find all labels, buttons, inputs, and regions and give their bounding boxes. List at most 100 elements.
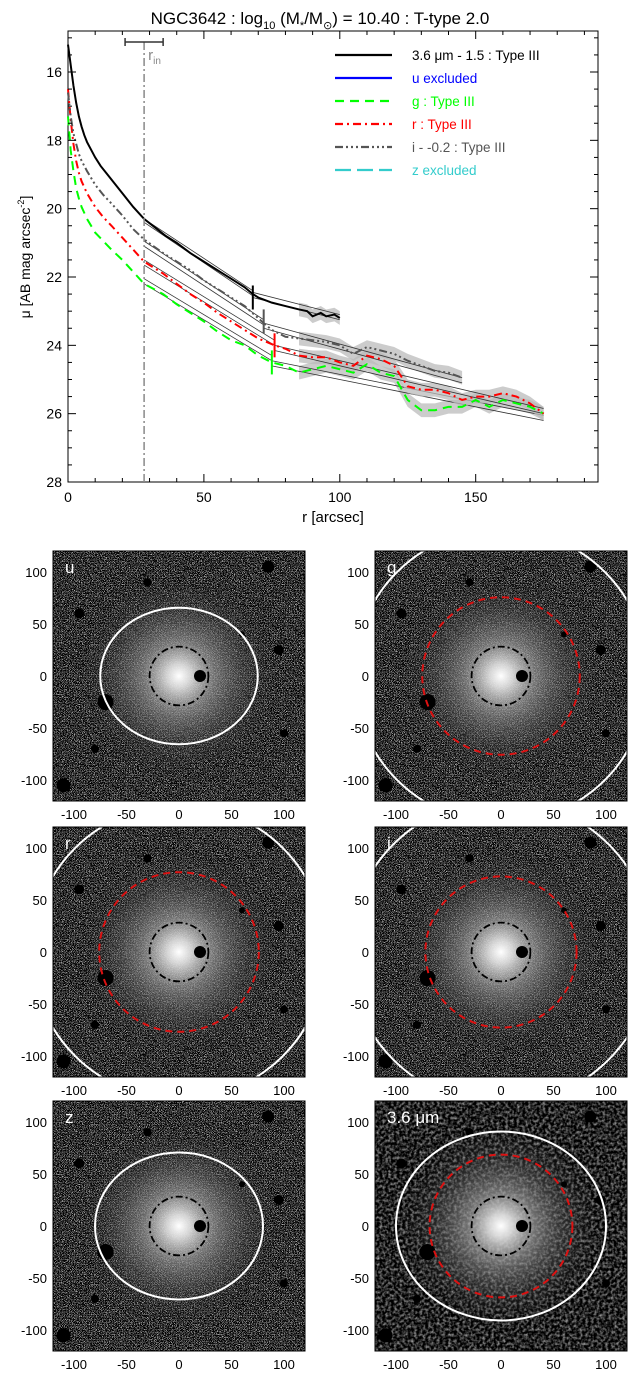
chart-title: NGC3642 : log10 (M*/M⊙) = 10.40 : T-type…	[151, 9, 490, 32]
legend-label: r : Type III	[412, 117, 472, 132]
masked-star	[413, 744, 421, 753]
galaxy-glow	[79, 576, 279, 776]
panel-y-tick-label: -100	[21, 1049, 47, 1064]
break-markers-layer	[251, 285, 276, 375]
legend-label: 3.6 μm - 1.5 : Type III	[412, 48, 540, 63]
masked-star	[143, 1128, 152, 1137]
break-circle	[98, 871, 260, 1033]
y-tick-label: 18	[46, 132, 62, 148]
y-axis-label: μ [AB mag arcsec-2]	[16, 196, 33, 319]
panel-label: u	[65, 558, 74, 577]
masked-star	[584, 1110, 597, 1123]
panel-y-tick-label: -100	[343, 1049, 369, 1064]
panel-y-tick-label: 100	[347, 841, 369, 856]
panel-x-tick-label: 50	[546, 1083, 560, 1098]
masked-star	[143, 578, 152, 587]
panel-label: 3.6 μm	[387, 1108, 439, 1127]
panel-x-tick-label: 0	[175, 807, 182, 822]
masked-star	[143, 854, 152, 863]
panel-y-tick-label: 100	[25, 841, 47, 856]
y-axis-ticks: 16 18 20 22 24 26 28	[46, 37, 598, 490]
panel-frame	[374, 826, 628, 1078]
masked-star	[516, 670, 528, 682]
legend-label: i - -0.2 : Type III	[412, 140, 506, 155]
panel-y-tick-label: 50	[355, 617, 369, 632]
x-axis-ticks: 0 50 100 150	[64, 31, 585, 505]
x-tick-label: 150	[464, 489, 488, 505]
panel-x-tick-label: 50	[224, 807, 238, 822]
masked-star	[516, 946, 528, 958]
masked-star	[74, 1158, 85, 1169]
panel-y-tick-label: 50	[355, 1167, 369, 1182]
rin-circle	[470, 1195, 532, 1257]
panel-x-tick-label: -50	[117, 1083, 136, 1098]
break-circle	[428, 1153, 574, 1299]
error-band	[299, 357, 544, 421]
masked-star	[91, 1294, 99, 1303]
y-tick-label: 26	[46, 406, 62, 422]
panel-x-tick-label: 0	[497, 1357, 504, 1372]
panel-x-tick-label: 100	[273, 1083, 295, 1098]
fit-line	[271, 365, 544, 421]
panel-y-tick-label: -50	[350, 721, 369, 736]
panel-x-tick-label: -50	[439, 807, 458, 822]
image-panel: i -100 -100 -50 -50 0 0 50 50 100 100	[343, 826, 628, 1098]
rin-circle	[470, 921, 532, 983]
panel-x-tick-label: -100	[61, 807, 87, 822]
masked-star	[413, 1294, 421, 1303]
masked-star	[56, 1328, 71, 1343]
panel-y-tick-label: 0	[40, 1219, 47, 1234]
masked-star	[280, 1279, 288, 1288]
masked-star	[273, 1194, 284, 1205]
panel-y-tick-label: 50	[33, 1167, 47, 1182]
masked-star	[584, 836, 597, 849]
rin-circle	[148, 645, 210, 707]
masked-star	[561, 1181, 567, 1188]
rin-circle	[148, 921, 210, 983]
panel-frame	[52, 826, 306, 1078]
panel-x-tick-label: -100	[61, 1083, 87, 1098]
masked-star	[56, 778, 71, 793]
panel-y-tick-label: -50	[350, 1271, 369, 1286]
masked-star	[595, 920, 606, 931]
panel-y-tick-label: 0	[362, 945, 369, 960]
y-tick-label: 16	[46, 64, 62, 80]
masked-star	[74, 884, 85, 895]
fit-lines-layer	[143, 218, 544, 421]
panel-x-tick-label: -100	[383, 1357, 409, 1372]
panel-x-tick-label: 50	[224, 1083, 238, 1098]
x-tick-label: 50	[196, 489, 212, 505]
plot-frame	[67, 30, 599, 483]
panel-frame	[374, 1100, 628, 1352]
masked-star	[273, 920, 284, 931]
masked-star	[74, 608, 85, 619]
panel-x-tick-label: -50	[439, 1357, 458, 1372]
series-line	[67, 116, 545, 415]
masked-star	[239, 1181, 245, 1188]
masked-star	[584, 560, 597, 573]
series-line	[67, 44, 341, 319]
masked-star	[91, 1020, 99, 1029]
legend-label: g : Type III	[412, 94, 475, 109]
panel-y-tick-label: -50	[350, 997, 369, 1012]
masked-star	[396, 1158, 407, 1169]
y-tick-label: 28	[46, 474, 62, 490]
masked-star	[602, 729, 610, 738]
masked-star	[239, 907, 245, 914]
masked-star	[280, 729, 288, 738]
masked-star	[516, 1220, 528, 1232]
masked-star	[378, 778, 393, 793]
rin-circle	[148, 1195, 210, 1257]
masked-star	[194, 670, 206, 682]
masked-star	[602, 1279, 610, 1288]
galaxy-glow	[79, 852, 279, 1052]
image-panel: z -100 -100 -50 -50 0 0 50 50 100 100	[21, 1100, 306, 1372]
image-panels: u -100 -100 -50 -50 0 0 50 50 100 100 g -100 -100 -50 -…	[21, 550, 628, 1372]
masked-star	[396, 884, 407, 895]
panel-frame	[52, 1100, 306, 1352]
panel-y-tick-label: 50	[33, 617, 47, 632]
image-panel: r -100 -100 -50 -50 0 0 50 50 100 100	[21, 826, 306, 1098]
panel-frame	[374, 550, 628, 802]
masked-star	[561, 631, 567, 638]
